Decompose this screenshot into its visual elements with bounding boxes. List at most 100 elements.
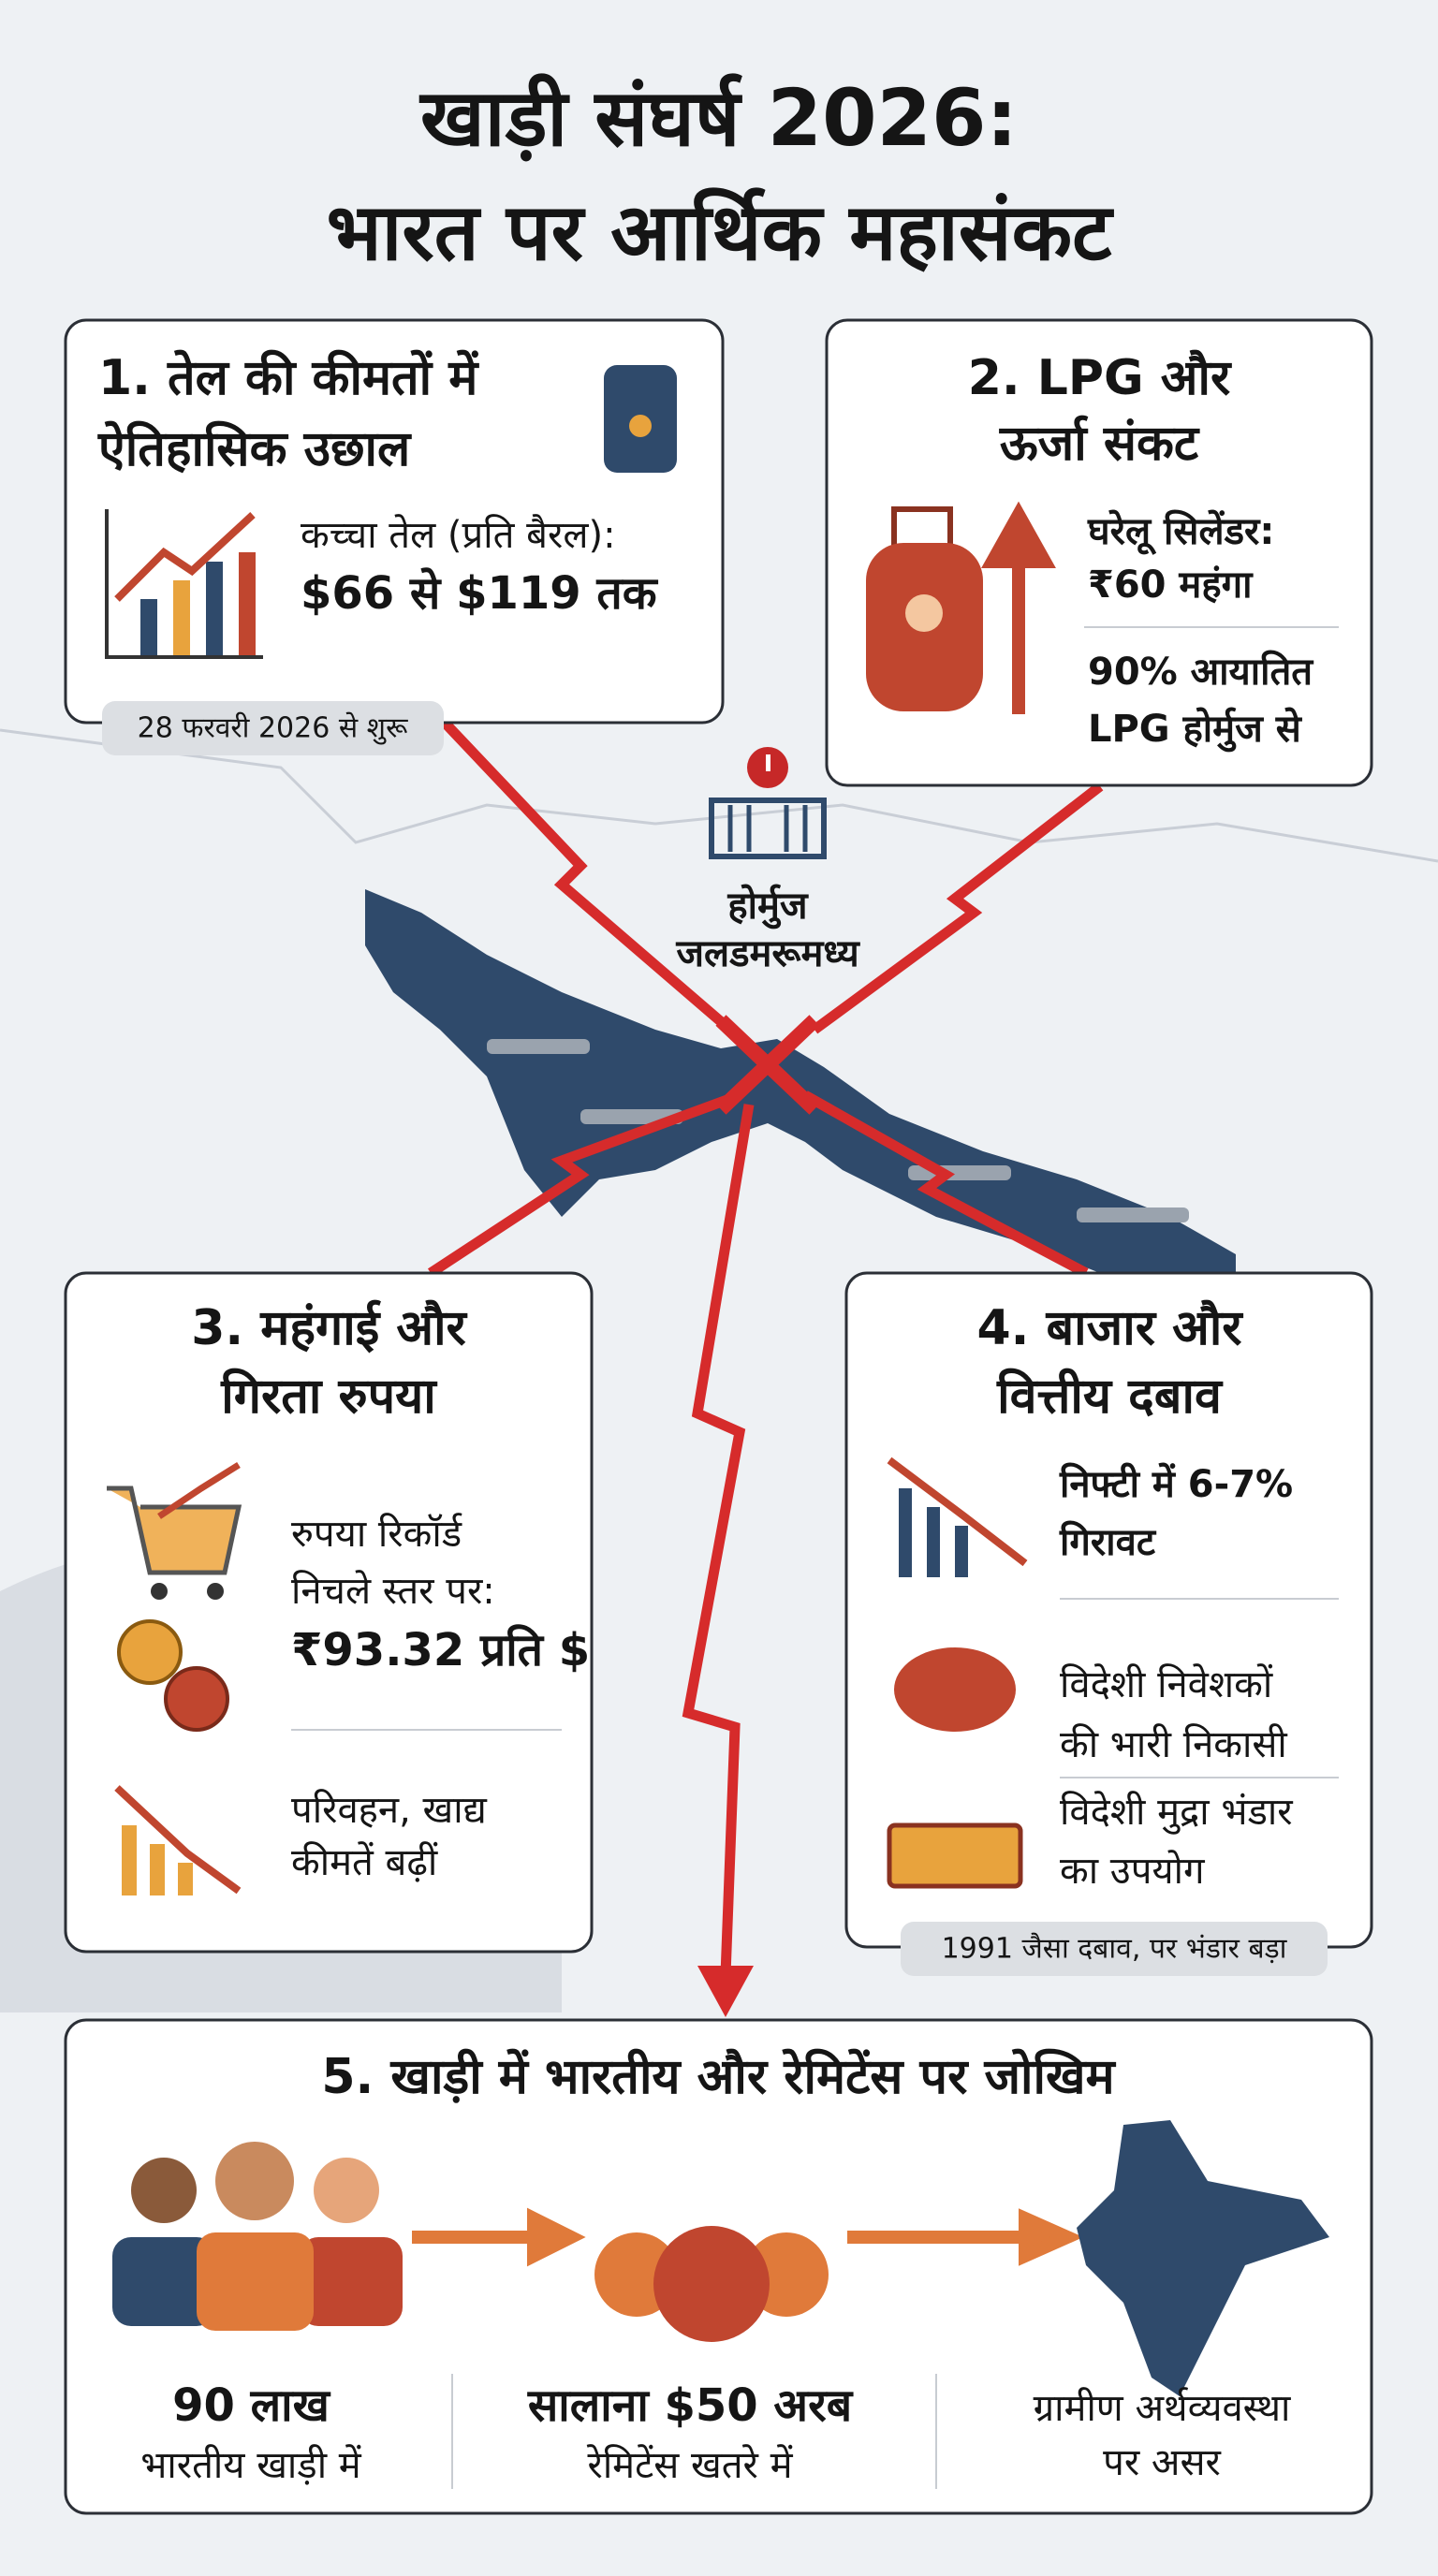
bolt [802, 1090, 1089, 1278]
title: भारत पर आर्थिक महासंकट [327, 186, 1115, 278]
map-label: जलडमरूमध्य [675, 932, 860, 975]
item-text: रुपया रिकॉर्ड [291, 1513, 462, 1556]
bar-icon [927, 1507, 940, 1577]
coin [117, 1619, 183, 1685]
note-pill [102, 701, 444, 755]
up-arrow [981, 501, 1056, 714]
item-text: रेमिटेंस खतरे में [586, 2444, 793, 2487]
worker [215, 2142, 294, 2220]
cash-icon [887, 1822, 1023, 1889]
section-lpg: 2. LPG और ऊर्जा संकट घरेलू सिलेंडर: ₹60 … [825, 318, 1373, 787]
lightning-bolts [427, 719, 1104, 2017]
coin [164, 1666, 229, 1732]
note: 28 फरवरी 2026 से शुरू [138, 712, 408, 746]
gate [709, 798, 827, 859]
coins-icon [117, 1619, 229, 1732]
item-text: 90% आयातित [1088, 650, 1313, 694]
item-text: LPG होर्मुज से [1088, 707, 1303, 753]
section-heading: गिरता रुपया [220, 1368, 438, 1425]
section-inflation: 3. महंगाई और गिरता रुपया रुपया रिकॉर्ड न… [64, 1271, 594, 1954]
bolt [811, 782, 1104, 1034]
axes [105, 509, 263, 659]
item-text: कच्चा तेल (प्रति बैरल): [301, 514, 616, 557]
section-heading: 5. खाड़ी में भारतीय और रेमिटेंस पर जोखिम [321, 2048, 1116, 2105]
bolt-head [697, 1966, 754, 2017]
card [64, 1271, 594, 1954]
item-text: कीमतें बढ़ीं [291, 1841, 438, 1884]
note-pill [901, 1922, 1328, 1976]
item-text: पर असर [1103, 2441, 1221, 2484]
trend [157, 1462, 241, 1519]
section-markets: 4. बाजार और वित्तीय दबाव निफ्टी में 6-7%… [844, 1271, 1373, 1976]
cylinder-icon [866, 506, 983, 711]
section-oil: 1. तेल की कीमतों में ऐतिहासिक उछाल कच्चा… [64, 318, 725, 755]
falling-chart-icon [114, 1785, 242, 1895]
item-text: परिवहन, खाद्य [291, 1789, 488, 1832]
item-text: विदेशी मुद्रा भंडार [1060, 1791, 1293, 1835]
border-line [0, 728, 1438, 863]
alert-mark [766, 754, 770, 771]
cart [107, 1486, 242, 1575]
trend [114, 1785, 242, 1895]
bag [653, 2226, 770, 2342]
note: 1991 जैसा दबाव, पर भंडार बड़ा [942, 1933, 1288, 1966]
section-heading: 3. महंगाई और [191, 1299, 467, 1356]
worker-body [112, 2237, 215, 2326]
hormuz-gate-icon [709, 747, 827, 859]
item-text: विदेशी निवेशकों [1060, 1663, 1273, 1706]
section-heading: 4. बाजार और [976, 1299, 1243, 1356]
item-value: $66 से $119 तक [301, 567, 659, 620]
flame [905, 594, 943, 632]
money-bags-icon [594, 2226, 829, 2342]
bar-icon [173, 580, 190, 655]
section-heading: ऐतिहासिक उछाल [97, 420, 412, 477]
item-text: ₹60 महंगा [1088, 564, 1254, 607]
flow-arrow [412, 2207, 586, 2267]
item-text: निफ्टी में 6-7% [1059, 1462, 1293, 1506]
rising-chart-icon [105, 509, 263, 659]
section-heading: 2. LPG और [968, 349, 1232, 406]
bolt [682, 1104, 755, 1976]
ship [487, 1039, 590, 1054]
wheel [207, 1583, 224, 1600]
bar-icon [122, 1825, 137, 1895]
bar-icon [140, 599, 157, 655]
section-heading: वित्तीय दबाव [996, 1368, 1224, 1425]
bolt [441, 719, 734, 1034]
map-label: होर्मुज [726, 884, 809, 929]
worker [131, 2158, 197, 2223]
workers-icon [112, 2142, 403, 2331]
trend [887, 1456, 1028, 1567]
bolt [427, 1090, 741, 1278]
worker-body [197, 2232, 314, 2331]
bar-icon [178, 1863, 193, 1895]
item-text: निचले स्तर पर: [291, 1570, 495, 1613]
gate-bars [727, 805, 808, 852]
section-remittance: 5. खाड़ी में भारतीय और रेमिटेंस पर जोखिम… [64, 2018, 1373, 2515]
bar-icon [899, 1488, 912, 1577]
item-text: की भारी निकासी [1060, 1723, 1287, 1766]
flow-arrow [847, 2208, 1084, 2266]
falling-chart-icon [887, 1456, 1028, 1577]
trend [114, 512, 256, 602]
section-heading: ऊर्जा संकट [999, 415, 1200, 472]
ship [1077, 1208, 1189, 1222]
blocked-cross [715, 1015, 820, 1115]
item-value: सालाना $50 अरब [527, 2379, 854, 2432]
item-text: ग्रामीण अर्थव्यवस्था [1034, 2387, 1291, 2430]
item-text: का उपयोग [1060, 1850, 1206, 1893]
india-map-icon [1077, 2120, 1329, 2396]
section-heading: 1. तेल की कीमतों में [98, 349, 479, 406]
bar-icon [239, 552, 256, 655]
worker-body [300, 2237, 403, 2326]
item-value: 90 लाख [172, 2379, 330, 2432]
item-text: गिरावट [1059, 1520, 1157, 1564]
worker [314, 2158, 379, 2223]
wheel [151, 1583, 168, 1600]
item-value: ₹93.32 प्रति $ [291, 1624, 590, 1676]
item-text: भारतीय खाड़ी में [140, 2444, 361, 2487]
title: खाड़ी संघर्ष 2026: [418, 72, 1018, 164]
item-text: घरेलू सिलेंडर: [1087, 509, 1274, 555]
